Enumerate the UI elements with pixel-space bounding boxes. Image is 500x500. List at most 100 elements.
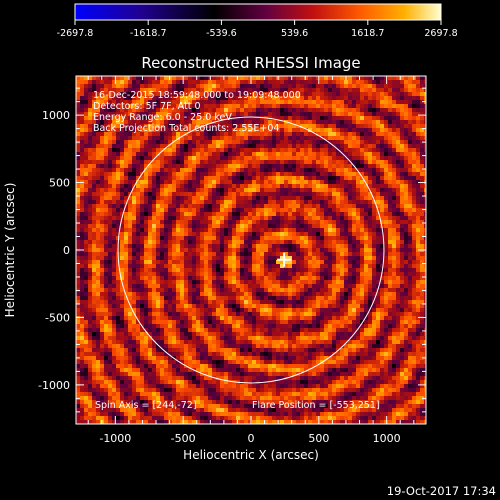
heatmap-cell — [376, 152, 380, 156]
heatmap-cell — [152, 204, 156, 208]
heatmap-cell — [412, 236, 416, 240]
heatmap-cell — [420, 152, 424, 156]
heatmap-cell — [316, 196, 320, 200]
heatmap-cell — [132, 280, 136, 284]
heatmap-cell — [396, 268, 400, 272]
heatmap-cell — [356, 284, 360, 288]
heatmap-cell — [244, 288, 248, 292]
heatmap-cell — [360, 200, 364, 204]
heatmap-cell — [220, 280, 224, 284]
heatmap-cell — [144, 240, 148, 244]
heatmap-cell — [308, 220, 312, 224]
heatmap-cell — [80, 196, 84, 200]
heatmap-cell — [324, 232, 328, 236]
heatmap-cell — [76, 228, 80, 232]
heatmap-cell — [420, 276, 424, 280]
heatmap-cell — [124, 172, 128, 176]
heatmap-cell — [236, 272, 240, 276]
heatmap-cell — [180, 236, 184, 240]
heatmap-cell — [276, 184, 280, 188]
heatmap-cell — [256, 300, 260, 304]
heatmap-cell — [184, 172, 188, 176]
heatmap-cell — [368, 128, 372, 132]
heatmap-cell — [160, 240, 164, 244]
heatmap-cell — [256, 272, 260, 276]
heatmap-cell — [252, 88, 256, 92]
heatmap-cell — [140, 200, 144, 204]
heatmap-cell — [140, 276, 144, 280]
heatmap-cell — [364, 84, 368, 88]
heatmap-cell — [76, 240, 80, 244]
heatmap-cell — [200, 172, 204, 176]
heatmap-cell — [344, 148, 348, 152]
heatmap-cell — [420, 264, 424, 268]
heatmap-cell — [232, 128, 236, 132]
heatmap-cell — [164, 200, 168, 204]
heatmap-cell — [144, 232, 148, 236]
heatmap-cell — [128, 176, 132, 180]
heatmap-cell — [312, 228, 316, 232]
heatmap-cell — [324, 192, 328, 196]
heatmap-cell — [212, 244, 216, 248]
heatmap-cell — [364, 152, 368, 156]
heatmap-cell — [340, 216, 344, 220]
heatmap-cell — [124, 252, 128, 256]
heatmap-cell — [392, 252, 396, 256]
heatmap-cell — [128, 300, 132, 304]
heatmap-cell — [92, 192, 96, 196]
heatmap-cell — [92, 156, 96, 160]
heatmap-cell — [132, 228, 136, 232]
heatmap-cell — [384, 144, 388, 148]
heatmap-cell — [396, 88, 400, 92]
heatmap-cell — [340, 256, 344, 260]
heatmap-cell — [256, 264, 260, 268]
heatmap-cell — [100, 116, 104, 120]
heatmap-cell — [416, 160, 420, 164]
heatmap-cell — [312, 256, 316, 260]
heatmap-cell — [256, 80, 260, 84]
heatmap-image — [76, 76, 426, 424]
heatmap-cell — [136, 296, 140, 300]
heatmap-cell — [376, 128, 380, 132]
heatmap-cell — [336, 132, 340, 136]
heatmap-cell — [220, 188, 224, 192]
heatmap-cell — [148, 240, 152, 244]
heatmap-cell — [160, 120, 164, 124]
heatmap-cell — [316, 232, 320, 236]
heatmap-cell — [388, 200, 392, 204]
heatmap-cell — [424, 224, 426, 228]
heatmap-cell — [392, 112, 396, 116]
heatmap-cell — [140, 108, 144, 112]
heatmap-cell — [84, 292, 88, 296]
heatmap-cell — [320, 272, 324, 276]
heatmap-cell — [332, 236, 336, 240]
heatmap-cell — [196, 236, 200, 240]
heatmap-cell — [188, 296, 192, 300]
heatmap-cell — [140, 100, 144, 104]
heatmap-cell — [360, 100, 364, 104]
heatmap-cell — [92, 292, 96, 296]
heatmap-cell — [392, 260, 396, 264]
heatmap-cell — [316, 140, 320, 144]
heatmap-cell — [404, 248, 408, 252]
heatmap-cell — [412, 116, 416, 120]
heatmap-cell — [344, 296, 348, 300]
heatmap-cell — [288, 232, 292, 236]
heatmap-cell — [248, 104, 252, 108]
heatmap-cell — [388, 104, 392, 108]
heatmap-cell — [172, 208, 176, 212]
heatmap-cell — [368, 160, 372, 164]
heatmap-cell — [236, 252, 240, 256]
heatmap-cell — [196, 244, 200, 248]
heatmap-cell — [384, 140, 388, 144]
heatmap-cell — [344, 260, 348, 264]
heatmap-cell — [96, 168, 100, 172]
heatmap-cell — [228, 252, 232, 256]
heatmap-cell — [208, 188, 212, 192]
heatmap-cell — [88, 260, 92, 264]
heatmap-cell — [180, 260, 184, 264]
heatmap-cell — [88, 300, 92, 304]
heatmap-cell — [124, 208, 128, 212]
heatmap-cell — [416, 272, 420, 276]
heatmap-cell — [300, 148, 304, 152]
